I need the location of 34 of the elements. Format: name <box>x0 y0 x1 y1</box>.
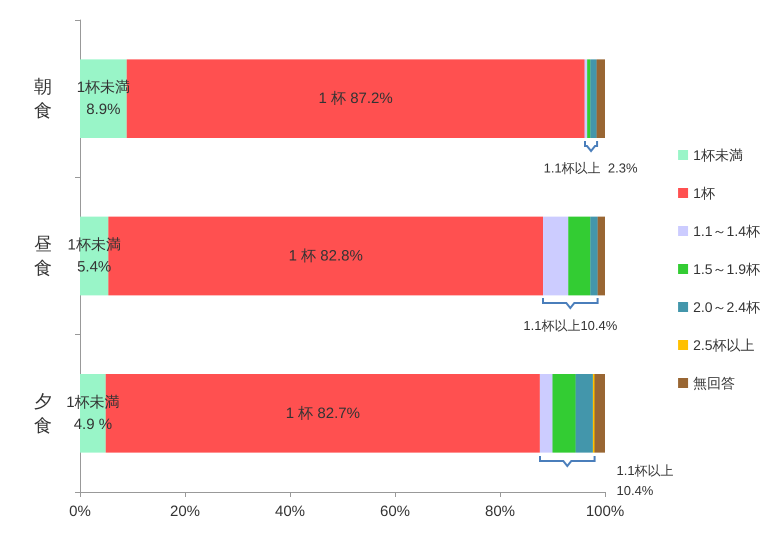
legend-label: 1杯未満 <box>693 147 743 163</box>
bar <box>576 374 593 453</box>
x-tick-label: 40% <box>274 503 306 520</box>
x-tick-label: 80% <box>484 503 516 520</box>
x-tick-label: 0% <box>69 503 91 520</box>
bar <box>568 216 590 296</box>
bar <box>584 59 588 138</box>
data-label: 1 杯 87.2% <box>318 90 393 108</box>
bar <box>596 59 605 138</box>
bar <box>598 216 605 296</box>
text: 1.1杯以上 10.4% <box>616 463 674 498</box>
data-label: 1 杯 82.8% <box>288 248 363 264</box>
x-tick-label: 60% <box>380 503 410 520</box>
legend-label: 無回答 <box>693 375 736 391</box>
legend-label: 2.0～2.4杯 <box>693 299 760 315</box>
y-tick-label: 朝食 <box>34 76 52 121</box>
legend-label: 1.1～1.4杯 <box>693 223 760 239</box>
bar <box>587 59 590 138</box>
bar <box>594 374 605 453</box>
y-tick-label: 昼食 <box>34 234 52 278</box>
legend-label: 2.5杯以上 <box>693 337 755 353</box>
legend-label: 1.5～1.9杯 <box>693 261 760 277</box>
legend-label: 1杯 <box>693 185 715 201</box>
annotation: 1.1杯以上 2.3% <box>544 160 638 176</box>
bar <box>590 216 598 296</box>
data-label: 1 杯 82.7% <box>286 404 360 422</box>
bar <box>552 374 576 453</box>
x-tick-label: 100% <box>586 503 624 520</box>
annotation: 1.1杯以上10.4% <box>523 318 618 333</box>
bar <box>590 59 597 138</box>
x-tick-label: 20% <box>170 503 200 520</box>
bar <box>540 374 552 453</box>
y-tick-label: 夕食 <box>34 391 52 436</box>
bar <box>543 216 568 296</box>
